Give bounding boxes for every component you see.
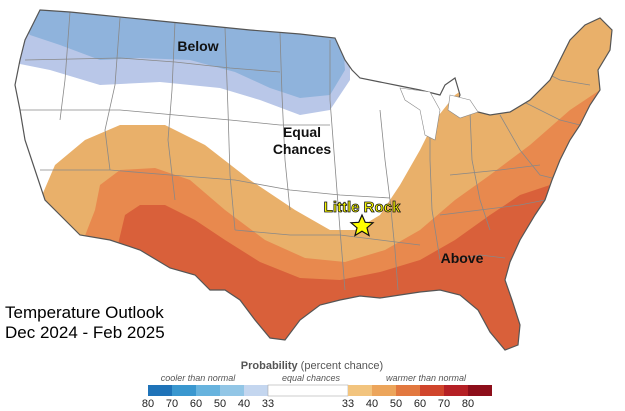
equal-label-line2: Chances <box>273 141 332 157</box>
map-title-line1: Temperature Outlook <box>5 303 164 322</box>
legend-cool-swatch <box>244 385 268 396</box>
legend-warm-swatch <box>396 385 420 396</box>
legend-warm-tick: 33 <box>342 398 354 410</box>
map-title-line2: Dec 2024 - Feb 2025 <box>5 323 165 342</box>
legend-tick-labels: 80 70 60 50 40 33 33 40 50 60 70 80 <box>142 398 474 410</box>
legend-warm-swatch <box>468 385 492 396</box>
legend-warm-tick: 60 <box>414 398 426 410</box>
legend-warm-tick: 80 <box>462 398 474 410</box>
legend-cool-swatch <box>172 385 196 396</box>
below-label: Below <box>177 38 218 54</box>
legend-warm-tick: 50 <box>390 398 402 410</box>
legend-cool-tick: 60 <box>190 398 202 410</box>
legend-cool-tick: 80 <box>142 398 154 410</box>
equal-label-line1: Equal <box>283 124 321 140</box>
above-50-region <box>15 180 612 350</box>
legend-cool-tick: 70 <box>166 398 178 410</box>
legend-equal-label: equal chances <box>282 373 341 383</box>
legend-cool-tick: 40 <box>238 398 250 410</box>
legend-warmer-label: warmer than normal <box>386 373 467 383</box>
legend-cool-swatch <box>196 385 220 396</box>
legend-warm-swatch <box>372 385 396 396</box>
legend-warm-tick: 40 <box>366 398 378 410</box>
legend: Probability (percent chance) cooler than… <box>142 360 492 410</box>
legend-warm-tick: 70 <box>438 398 450 410</box>
legend-warm-swatch <box>444 385 468 396</box>
legend-color-bar <box>148 384 492 397</box>
legend-cool-tick: 50 <box>214 398 226 410</box>
legend-warm-swatch <box>420 385 444 396</box>
legend-cool-tick: 33 <box>262 398 274 410</box>
legend-cooler-label: cooler than normal <box>161 373 237 383</box>
city-label: Little Rock <box>324 199 401 216</box>
great-lakes <box>399 87 479 141</box>
legend-warm-swatch <box>348 385 372 396</box>
legend-equal-swatch <box>267 384 349 397</box>
legend-title: Probability (percent chance) <box>241 360 383 372</box>
star-icon <box>349 213 375 237</box>
legend-cool-swatch <box>148 385 172 396</box>
legend-cool-swatch <box>220 385 244 396</box>
above-label: Above <box>441 250 484 266</box>
